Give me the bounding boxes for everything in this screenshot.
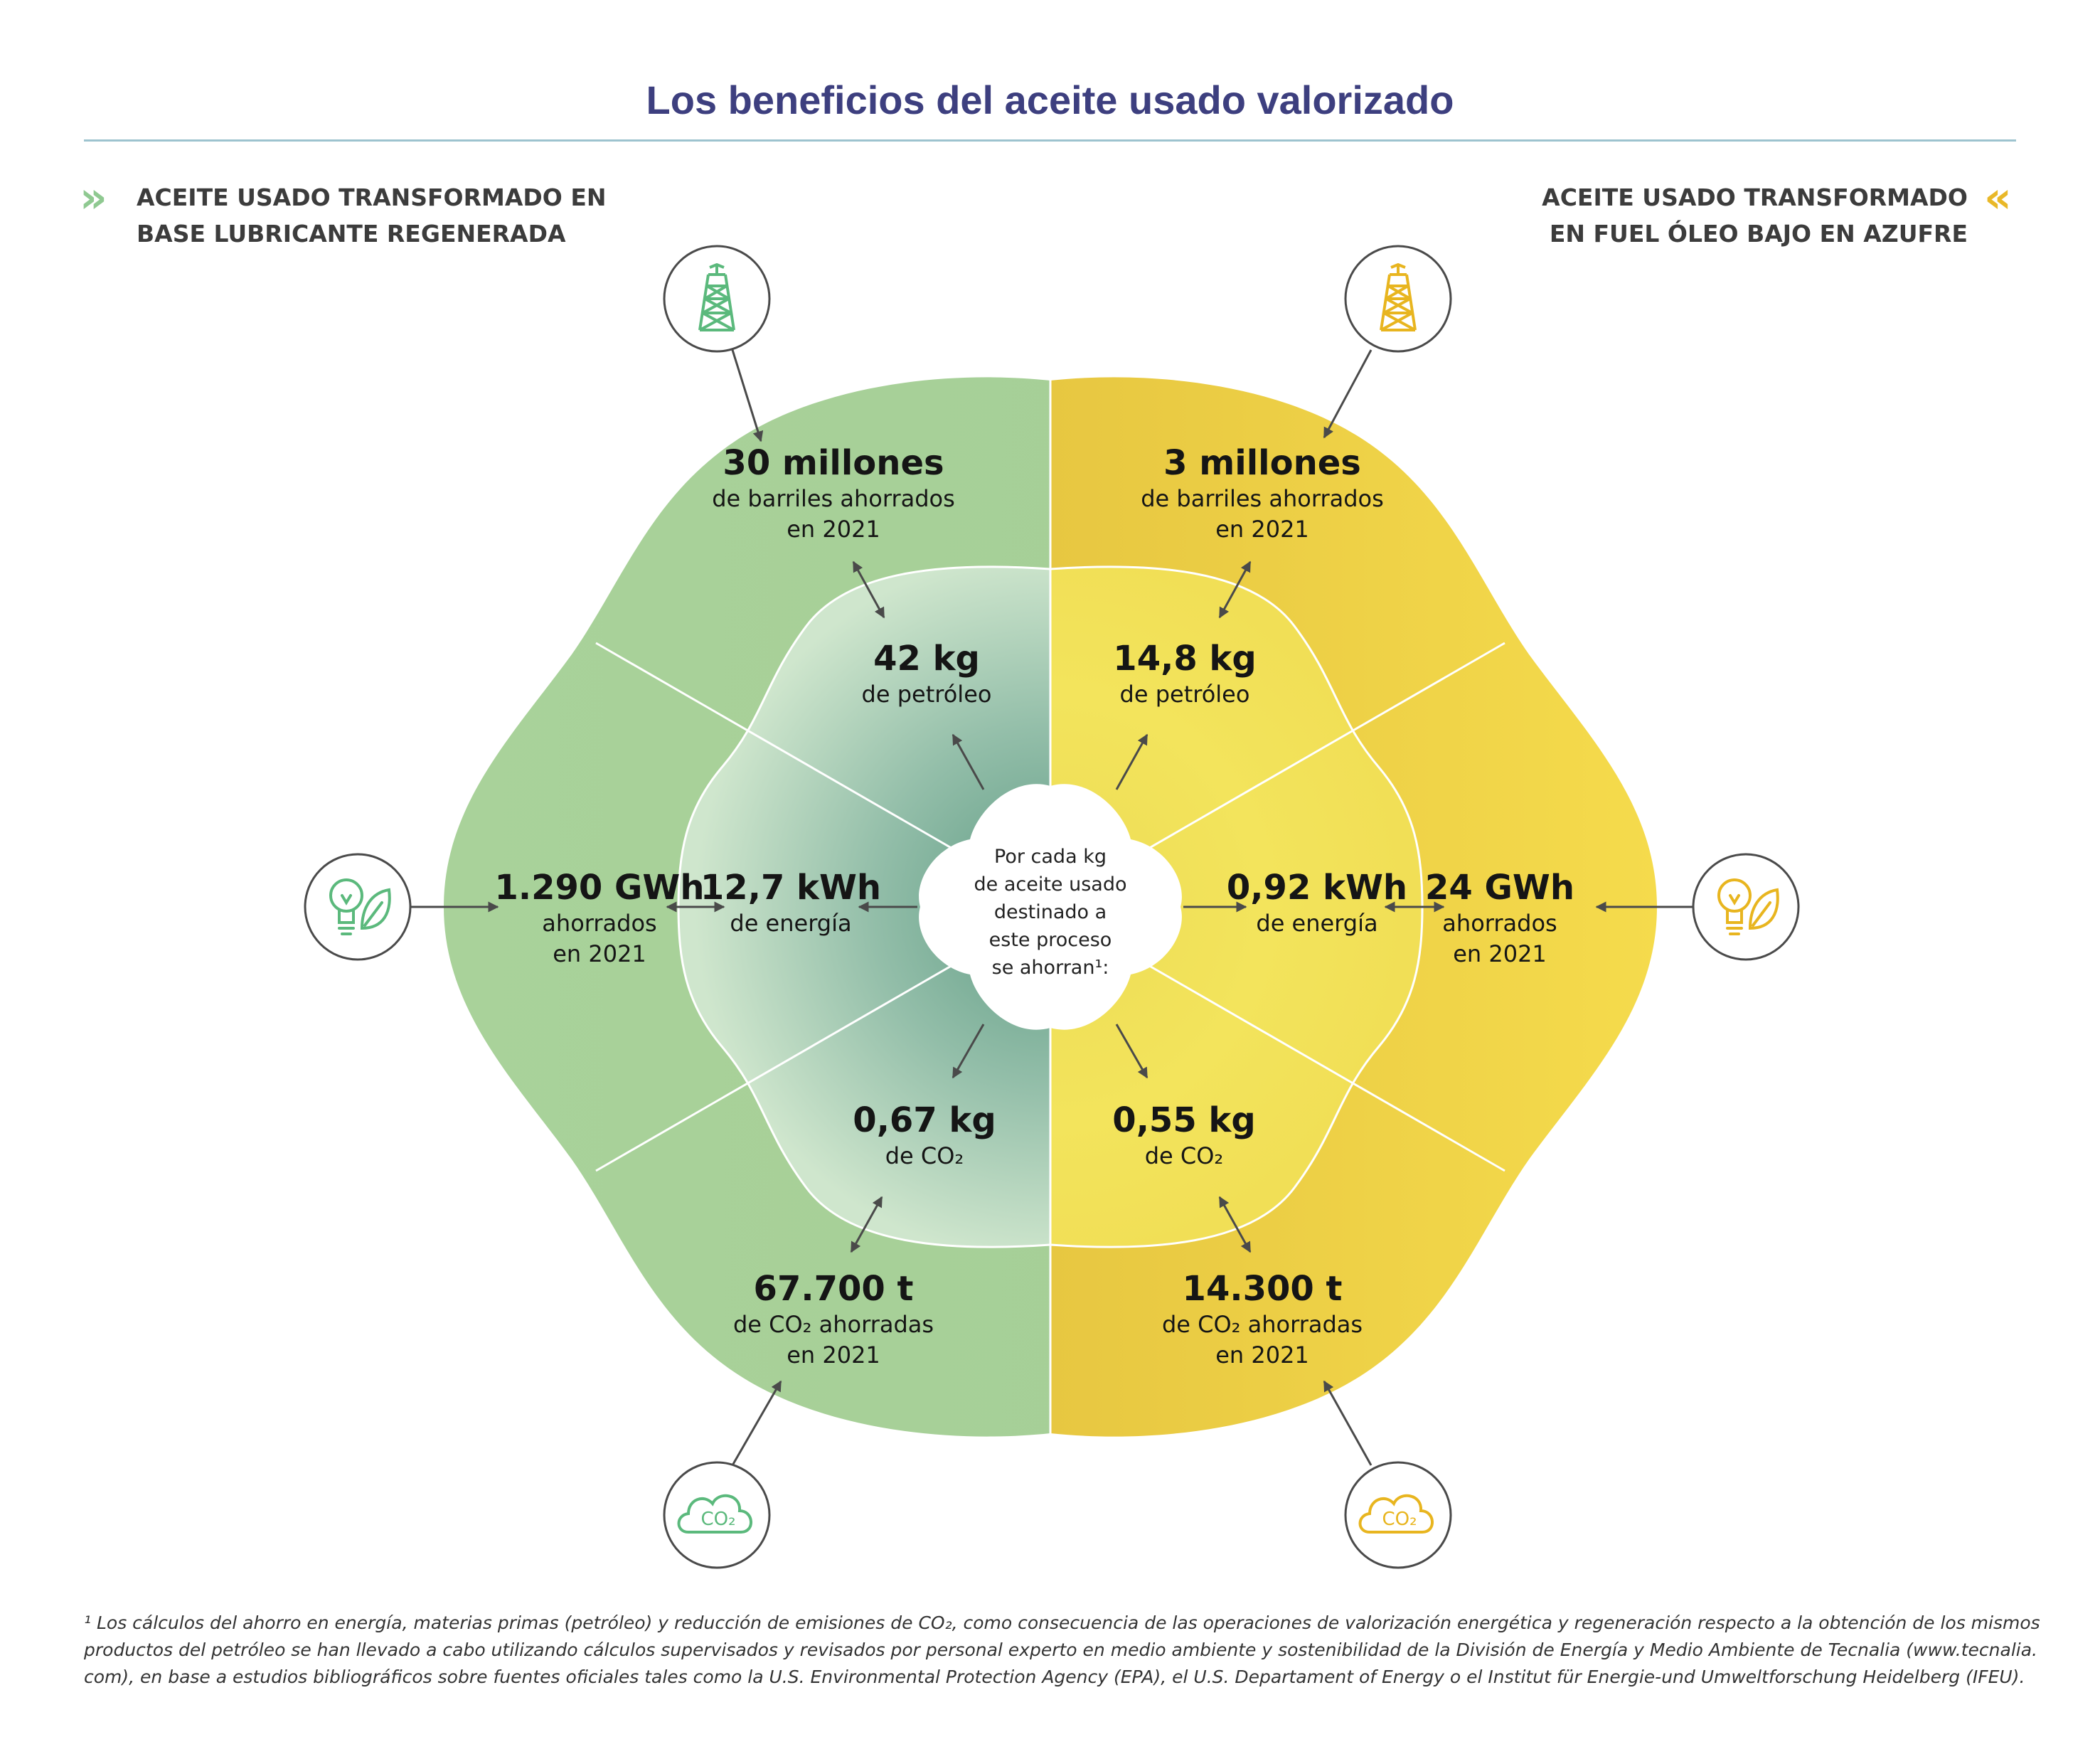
divider-lines [595, 377, 1505, 1437]
left-energy: 12,7 kWh de energía [700, 867, 881, 939]
chevron-right-icon: » [80, 173, 107, 223]
footnote-line: com), en base a estudios bibliográficos … [84, 1667, 2025, 1687]
caption: de energía [1256, 910, 1378, 937]
center-line: destinado a [993, 901, 1107, 923]
arrows [411, 349, 1693, 1466]
center-line: Por cada kg [994, 846, 1107, 868]
caption: en 2021 [1453, 940, 1547, 967]
value: 0,92 kWh [1226, 868, 1408, 908]
value: 0,67 kg [853, 1100, 996, 1140]
title-divider [84, 139, 2016, 142]
oil-derrick-icon [698, 263, 735, 331]
value: 42 kg [873, 639, 980, 679]
left-co2: 0,67 kg de CO₂ [853, 1100, 996, 1171]
co2-cloud-icon: CO₂ [1358, 1494, 1434, 1534]
caption: de energía [730, 910, 852, 937]
caption: ahorrados [1442, 910, 1557, 937]
value: 24 GWh [1424, 868, 1575, 908]
page-title: Los beneficios del aceite usado valoriza… [646, 78, 1454, 122]
left-energy-total: 1.290 GWh ahorrados en 2021 [494, 867, 704, 969]
right-co2: 0,55 kg de CO₂ [1112, 1100, 1255, 1171]
caption: de barriles ahorrados [712, 485, 955, 512]
co2-cloud-icon: CO₂ [677, 1494, 752, 1534]
value: 0,55 kg [1112, 1100, 1256, 1140]
lightbulb-leaf-icon [329, 878, 391, 935]
right-energy: 0,92 kWh de energía [1227, 867, 1407, 939]
footnote-line: ¹ Los cálculos del ahorro en energía, ma… [84, 1612, 2040, 1633]
co2-icon-label: CO₂ [1382, 1509, 1417, 1530]
right-energy-total: 24 GWh ahorrados en 2021 [1425, 867, 1574, 969]
caption: en 2021 [553, 940, 646, 967]
right-heading-line: ACEITE USADO TRANSFORMADO [1542, 184, 1968, 211]
value: 14.300 t [1182, 1269, 1343, 1309]
footnote: ¹ Los cálculos del ahorro en energía, ma… [84, 1610, 2040, 1691]
left-co2-total: 67.700 t de CO₂ ahorradas en 2021 [733, 1268, 934, 1371]
left-barrels: 30 millones de barriles ahorrados en 202… [712, 442, 955, 545]
caption: de barriles ahorrados [1141, 485, 1384, 512]
right-heading-line: EN FUEL ÓLEO BAJO EN AZUFRE [1549, 220, 1968, 248]
lightbulb-leaf-icon [1717, 878, 1779, 935]
caption: de CO₂ ahorradas [1161, 1311, 1363, 1338]
right-oil: 14,8 kg de petróleo [1113, 638, 1256, 710]
caption: de CO₂ [1144, 1142, 1224, 1169]
caption: ahorrados [542, 910, 657, 937]
caption: en 2021 [787, 1341, 880, 1369]
value: 30 millones [723, 443, 944, 483]
value: 12,7 kWh [700, 868, 882, 908]
caption: de petróleo [1119, 681, 1250, 708]
oil-derrick-icon [1380, 263, 1417, 331]
right-barrels: 3 millones de barriles ahorrados en 2021 [1141, 442, 1384, 545]
right-heading: ACEITE USADO TRANSFORMADO EN FUEL ÓLEO B… [1542, 179, 1968, 252]
center-line: de aceite usado [974, 873, 1127, 896]
caption: en 2021 [787, 516, 880, 543]
caption: de petróleo [861, 681, 992, 708]
footnote-line: productos del petróleo se han llevado a … [84, 1640, 2037, 1660]
value: 1.290 GWh [494, 868, 705, 908]
co2-icon-label: CO₂ [700, 1509, 735, 1530]
left-oil: 42 kg de petróleo [862, 638, 992, 710]
value: 3 millones [1163, 443, 1361, 483]
center-label: Por cada kg de aceite usado destinado a … [965, 843, 1136, 982]
center-cloud [919, 784, 1182, 1030]
caption: de CO₂ ahorradas [732, 1311, 934, 1338]
center-line: este proceso [988, 929, 1112, 951]
value: 14,8 kg [1113, 639, 1257, 679]
left-heading-line: ACEITE USADO TRANSFORMADO EN [137, 184, 607, 211]
left-heading-line: BASE LUBRICANTE REGENERADA [137, 220, 566, 248]
center-line: se ahorran¹: [991, 957, 1109, 979]
value: 67.700 t [753, 1269, 914, 1309]
caption: en 2021 [1215, 516, 1309, 543]
right-co2-total: 14.300 t de CO₂ ahorradas en 2021 [1162, 1268, 1363, 1371]
chevron-left-icon: « [1984, 173, 2011, 223]
caption: de CO₂ [885, 1142, 964, 1169]
left-heading: ACEITE USADO TRANSFORMADO EN BASE LUBRIC… [137, 179, 606, 252]
caption: en 2021 [1215, 1341, 1309, 1369]
